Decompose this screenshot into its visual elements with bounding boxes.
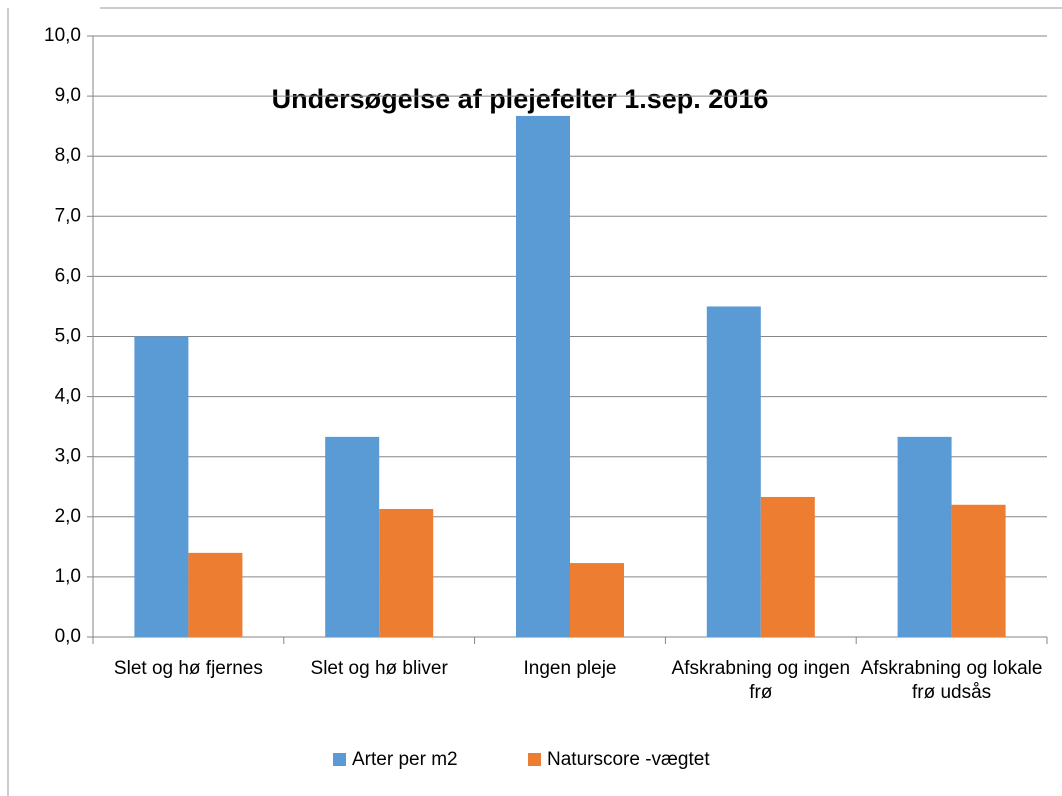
x-tick-label: Ingen pleje xyxy=(523,658,617,679)
y-tick-label: 9,0 xyxy=(55,85,81,106)
bar xyxy=(570,563,624,637)
bar xyxy=(325,436,380,637)
bar xyxy=(897,436,952,637)
chart-title: Undersøgelse af plejefelter 1.sep. 2016 xyxy=(272,84,769,114)
y-tick-label: 10,0 xyxy=(44,25,81,46)
y-tick-label: 5,0 xyxy=(55,326,81,347)
x-tick-label: Afskrabning og lokale frø udsås xyxy=(860,658,1043,703)
bar xyxy=(951,504,1006,637)
legend-label: Arter per m2 xyxy=(352,749,458,770)
x-tick-label: Slet og hø fjernes xyxy=(113,658,263,679)
bar xyxy=(706,306,761,637)
y-tick-label: 4,0 xyxy=(55,386,81,407)
y-tick-label: 1,0 xyxy=(55,566,81,587)
legend-swatch xyxy=(333,753,346,766)
x-tick-label: Slet og hø bliver xyxy=(310,658,448,679)
y-tick-label: 0,0 xyxy=(55,626,81,647)
bar xyxy=(516,115,570,638)
bar xyxy=(134,336,189,637)
legend-label: Naturscore -vægtet xyxy=(547,749,710,770)
y-tick-label: 8,0 xyxy=(55,145,81,166)
y-tick-label: 2,0 xyxy=(55,506,81,527)
x-tick-label: Afskrabning og ingen frø xyxy=(671,658,851,703)
y-tick-label: 6,0 xyxy=(55,265,81,286)
bar xyxy=(188,552,243,637)
bar xyxy=(760,496,815,637)
y-tick-label: 7,0 xyxy=(55,205,81,226)
legend-swatch xyxy=(528,753,541,766)
y-tick-label: 3,0 xyxy=(55,446,81,467)
bar xyxy=(379,508,434,637)
